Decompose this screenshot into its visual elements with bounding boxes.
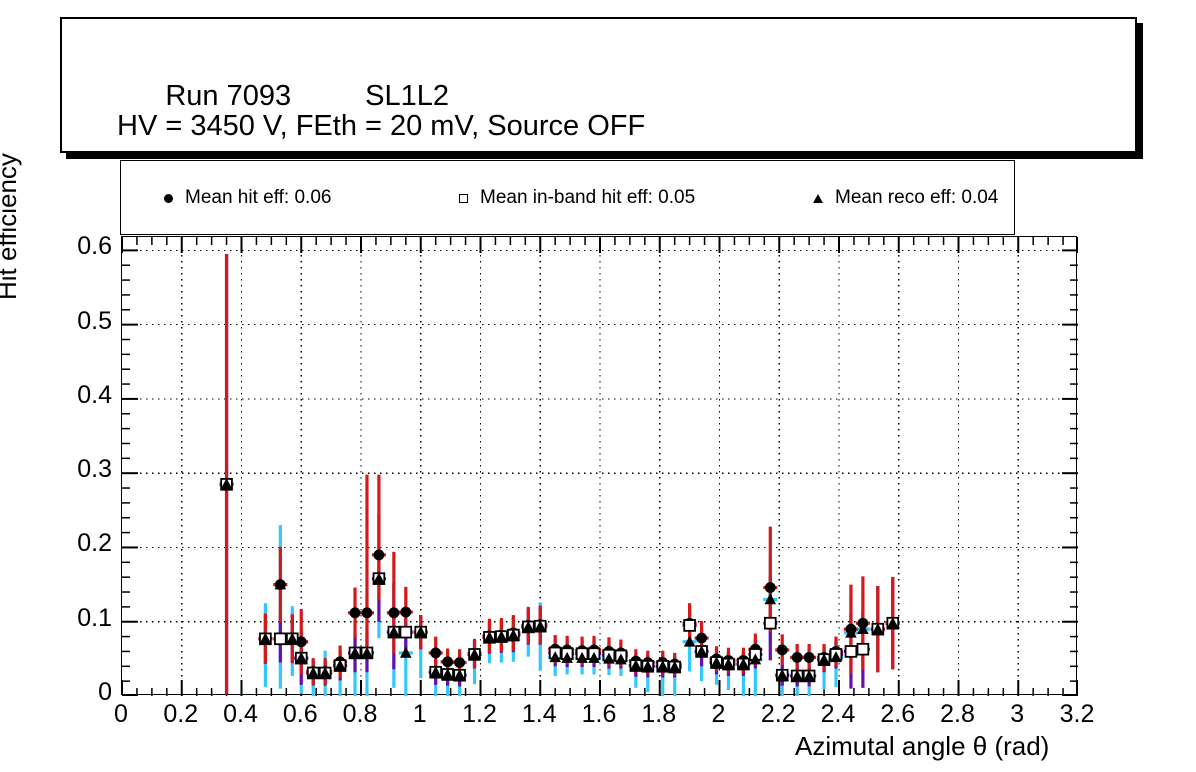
y-tick-label: 0.1: [77, 603, 112, 632]
filled-circle-marker-icon: [151, 193, 185, 203]
y-tick-label: 0.2: [77, 529, 112, 558]
gridlines: [122, 237, 1078, 696]
plot-svg: [122, 237, 1078, 696]
x-tick-label: 2.6: [880, 700, 916, 728]
x-tick-label: 0.4: [223, 700, 258, 728]
x-tick-label: 1: [412, 700, 427, 728]
x-tick-label: 2.4: [820, 700, 856, 728]
x-tick-label: 3.2: [1059, 700, 1095, 728]
legend-entry-inband-eff: Mean in-band hit eff: 0.05: [446, 185, 695, 211]
title-line-1: Run 7093 SL1L2: [117, 47, 449, 146]
legend-label-hit-eff: Mean hit eff: 0.06: [185, 187, 332, 208]
x-tick-label: 0.2: [163, 700, 199, 728]
title-box: Run 7093 SL1L2 HV = 3450 V, FEth = 20 mV,…: [60, 17, 1137, 153]
x-tick-label: 1.8: [641, 700, 677, 728]
series-errorbars-1: [219, 254, 900, 695]
y-tick-label: 0.5: [77, 306, 112, 335]
title-run: Run 7093: [165, 80, 292, 112]
y-tick-label: 0.3: [77, 455, 112, 484]
x-tick-label: 0: [114, 700, 128, 728]
legend-box: Mean hit eff: 0.06 Mean in-band hit eff:…: [120, 160, 1015, 235]
y-axis-title: Hit efficiency: [0, 153, 22, 300]
x-tick-label: 2.8: [940, 700, 975, 728]
filled-triangle-marker-icon: [801, 193, 835, 203]
x-tick-label: 0.6: [282, 700, 318, 728]
axis-ticks: [122, 237, 1078, 696]
data-series-layer: [219, 254, 900, 696]
y-tick-label: 0: [98, 678, 112, 706]
series-markers-2: [220, 478, 899, 681]
x-tick-label: 2: [711, 700, 726, 728]
legend-label-inband-eff: Mean in-band hit eff: 0.05: [480, 187, 696, 208]
x-tick-label: 1.4: [521, 700, 557, 728]
x-tick-label: 1.6: [581, 700, 617, 728]
title-chamber: SL1L2: [365, 80, 449, 112]
title-line-2: HV = 3450 V, FEth = 20 mV, Source OFF: [117, 110, 646, 142]
x-tick-label: 3: [1010, 700, 1025, 728]
legend-entry-reco-eff: Mean reco eff: 0.04: [801, 185, 998, 211]
y-tick-label: 0.4: [77, 380, 112, 409]
legend-label-reco-eff: Mean reco eff: 0.04: [835, 187, 999, 208]
x-axis-title: Azimutal angle θ (rad): [795, 731, 1050, 761]
x-tick-label: 2.2: [760, 700, 796, 728]
plot-frame: [121, 236, 1078, 696]
x-tick-label: 0.8: [342, 700, 378, 728]
legend-entry-hit-eff: Mean hit eff: 0.06: [151, 185, 331, 211]
y-tick-labels: 0 0.1 0.2 0.3 0.4 0.5 0.6: [46, 0, 112, 772]
series-errorbars-2: [219, 254, 900, 696]
open-square-marker-icon: [446, 193, 480, 203]
series-errorbars-0: [219, 254, 900, 695]
x-tick-label: 1.2: [462, 700, 497, 728]
y-tick-label: 0.6: [77, 232, 112, 261]
